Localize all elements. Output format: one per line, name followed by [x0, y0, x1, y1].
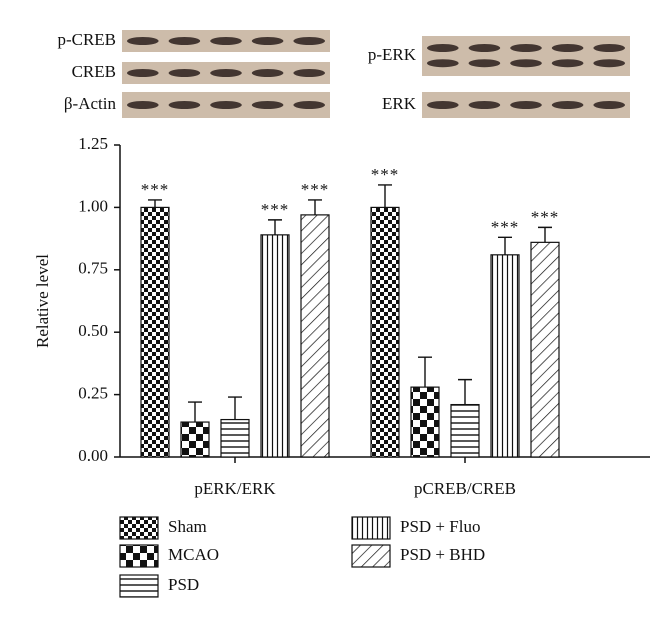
blot-band [593, 44, 626, 52]
bar [490, 254, 520, 458]
blot-band [510, 101, 542, 109]
error-bar [458, 378, 472, 405]
y-tick-label: 0.00 [78, 446, 108, 465]
blot-band [251, 101, 284, 109]
bar [410, 386, 440, 458]
significance-label: *** [301, 180, 330, 199]
legend-swatch [119, 574, 159, 598]
blot-label: ERK [382, 94, 417, 113]
blot-band [426, 59, 459, 68]
blot-band [210, 101, 242, 109]
error-bar [228, 396, 242, 420]
blot-band [468, 44, 501, 52]
y-tick-label: 1.00 [78, 196, 108, 215]
blot-band [210, 69, 242, 77]
error-bar [268, 219, 282, 235]
bar [370, 206, 400, 458]
significance-label: *** [531, 207, 560, 226]
blot-band [168, 37, 201, 45]
blot-label: p-ERK [368, 45, 417, 64]
blot-band [251, 69, 284, 77]
blot-band [210, 37, 242, 45]
error-bar [378, 184, 392, 208]
blot-band [126, 37, 159, 45]
blot-band [593, 101, 626, 109]
legend-label: PSD [168, 575, 199, 594]
error-bar [498, 236, 512, 255]
blot-band [551, 59, 584, 68]
blot-band [551, 101, 584, 109]
legend-label: Sham [168, 517, 207, 536]
blot-band [468, 101, 501, 109]
error-bar [308, 199, 322, 215]
blot-band [251, 37, 284, 45]
bar [530, 241, 560, 458]
bar [260, 234, 290, 458]
x-tick-label: pERK/ERK [194, 479, 276, 498]
blot-band [510, 44, 542, 52]
significance-label: *** [261, 200, 290, 219]
legend-swatch [351, 544, 391, 568]
y-tick-label: 0.25 [78, 384, 108, 403]
blot-band [468, 59, 501, 68]
y-tick-label: 0.50 [78, 321, 108, 340]
blot-label: p-CREB [57, 30, 116, 49]
bar [180, 421, 210, 458]
bar [300, 214, 330, 458]
x-tick-label: pCREB/CREB [414, 479, 516, 498]
error-bar [538, 226, 552, 243]
blot-band [293, 69, 326, 77]
western-blots: p-CREB CREB β-Actin p-ERK ERK [57, 30, 630, 118]
error-bar [188, 401, 202, 423]
blot-band [293, 37, 326, 45]
legend-swatch [351, 516, 391, 540]
legend-swatch [119, 516, 159, 540]
error-bar [418, 356, 432, 388]
blot-band [510, 59, 542, 68]
blot-band [426, 101, 459, 109]
y-axis-label: Relative level [33, 254, 52, 348]
blot-band [126, 69, 159, 77]
blot-band [168, 69, 201, 77]
bar [220, 418, 250, 458]
blot-band [426, 44, 459, 52]
blot-band [293, 101, 326, 109]
legend-label: MCAO [168, 545, 219, 564]
error-bar [148, 199, 162, 208]
significance-label: *** [491, 217, 520, 236]
bar [140, 206, 170, 458]
y-tick-label: 1.25 [78, 134, 108, 153]
significance-label: *** [371, 165, 400, 184]
legend-label: PSD + BHD [400, 545, 485, 564]
blot-band [593, 59, 626, 68]
y-tick-label: 0.75 [78, 259, 108, 278]
blot-label: β-Actin [64, 94, 117, 113]
blot-strip [422, 36, 630, 76]
legend-label: PSD + Fluo [400, 517, 480, 536]
blot-label: CREB [72, 62, 116, 81]
blot-band [168, 101, 201, 109]
blot-band [126, 101, 159, 109]
bar [450, 403, 480, 458]
plot: Relative level 0.00 0.25 0.50 0.75 1.00 1.25 pE… [33, 134, 650, 598]
significance-label: *** [141, 180, 170, 199]
blot-band [551, 44, 584, 52]
legend-swatch [119, 544, 159, 568]
